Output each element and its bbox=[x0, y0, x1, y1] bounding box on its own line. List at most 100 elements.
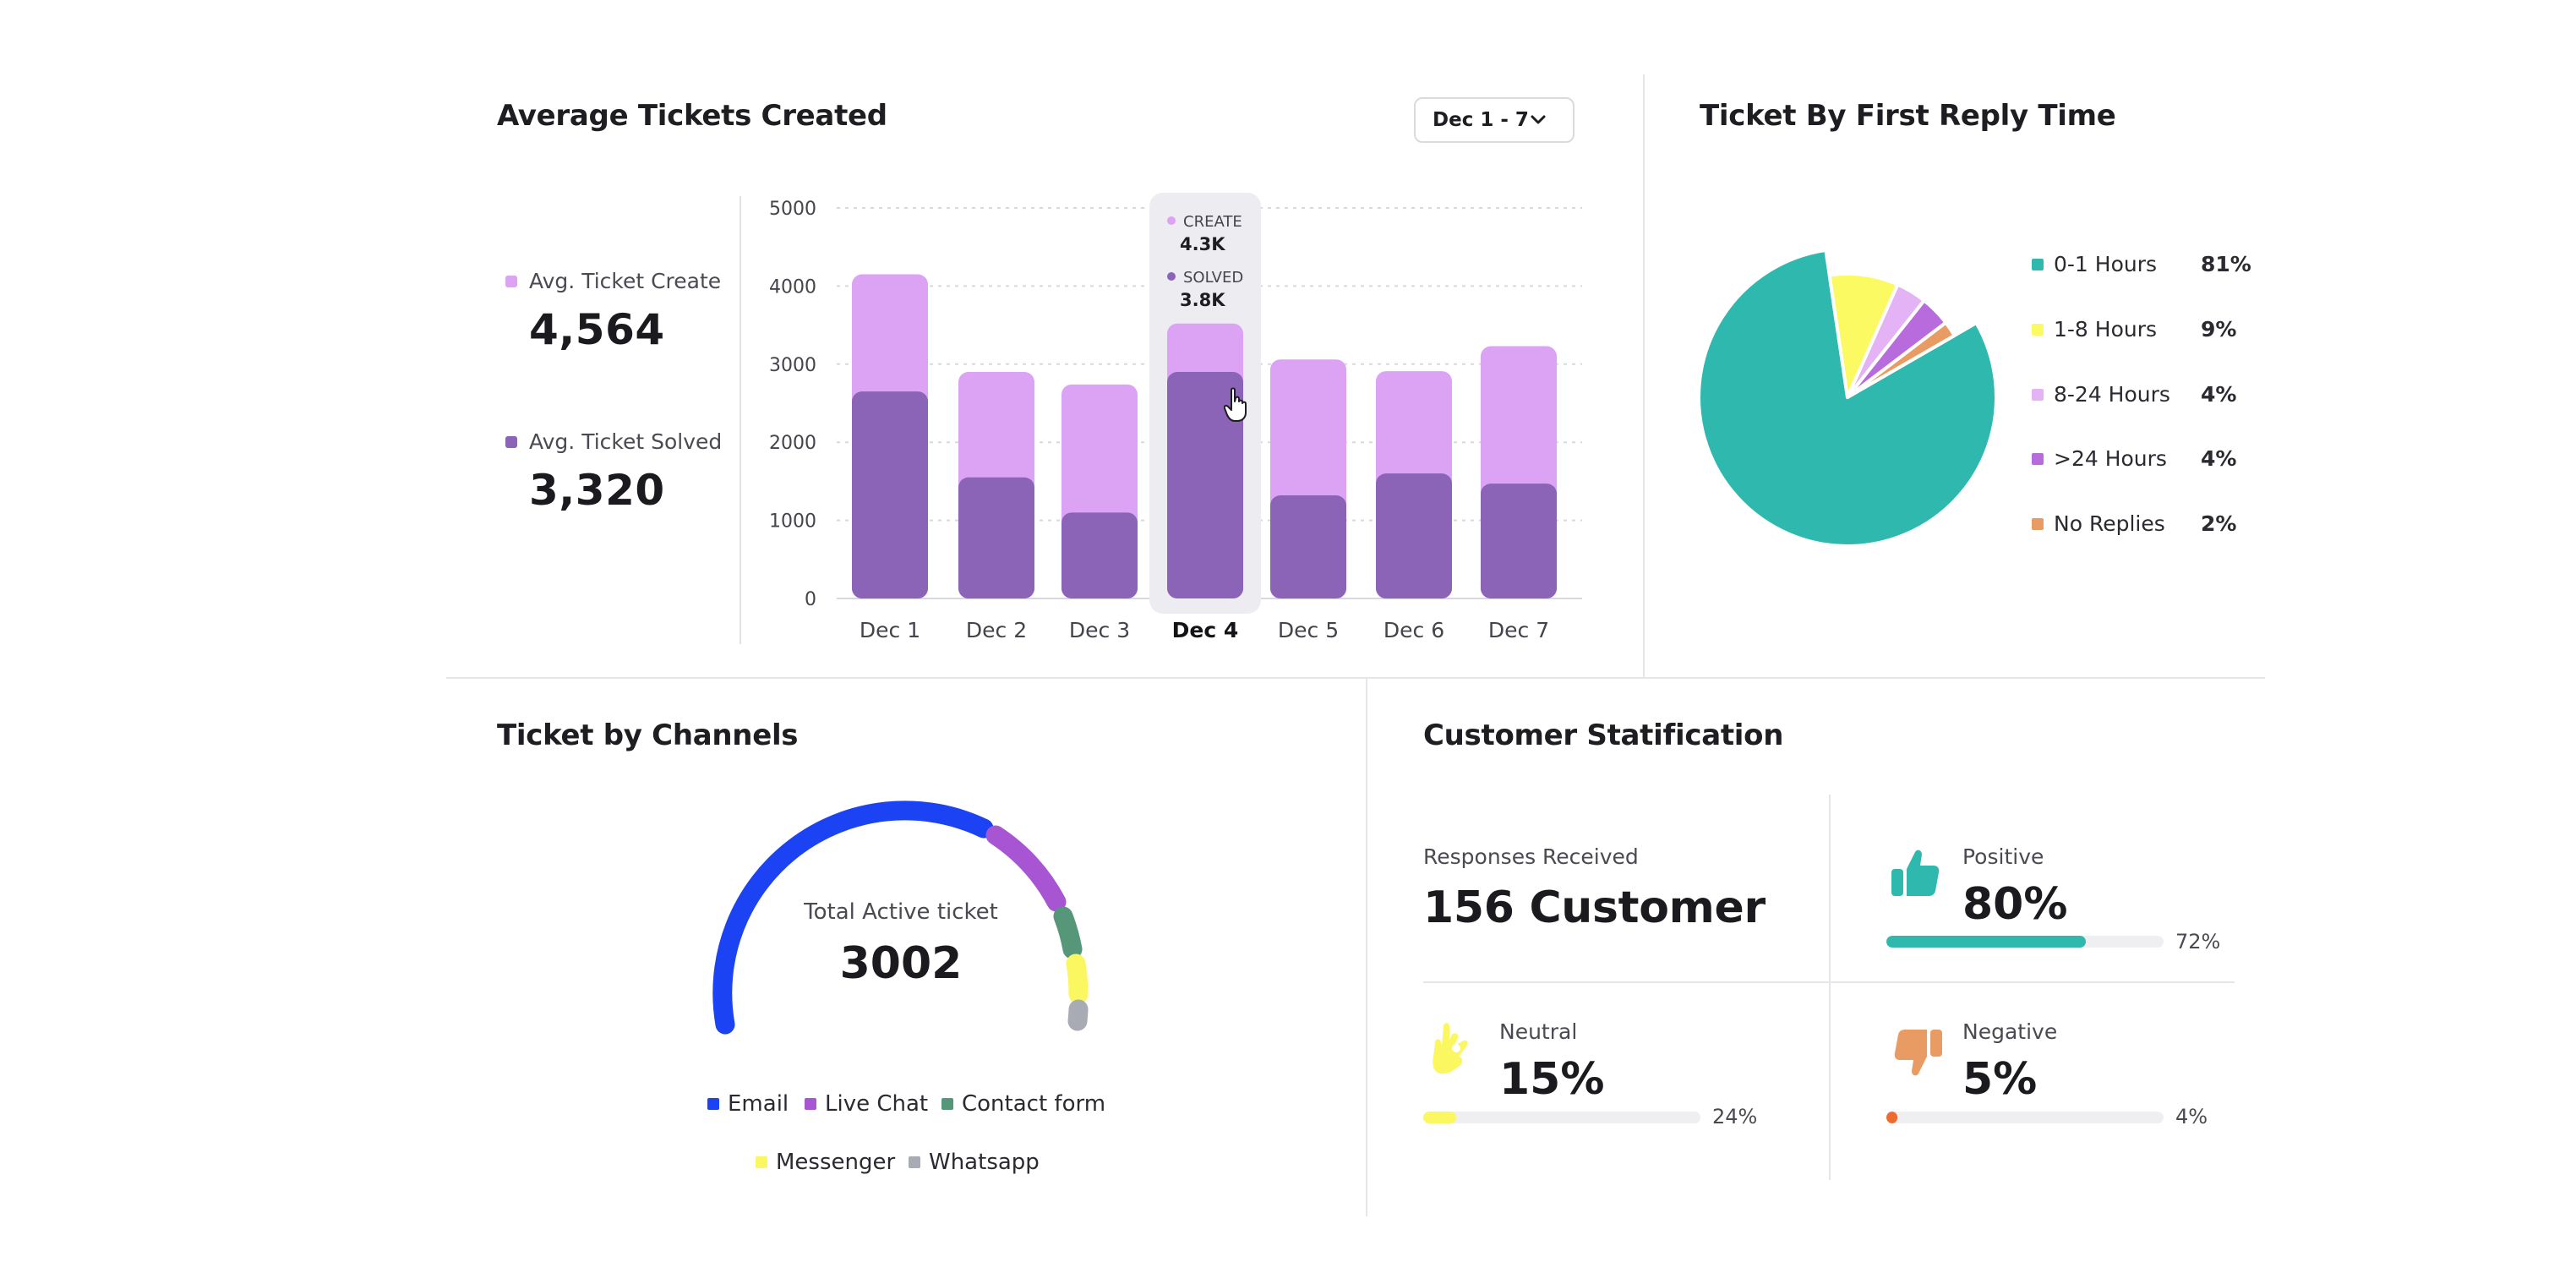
messenger-swatch bbox=[756, 1156, 767, 1168]
bar-create[interactable] bbox=[1062, 384, 1138, 598]
thumbs-up-icon bbox=[1891, 850, 1940, 896]
ok-hand-icon bbox=[1433, 1023, 1468, 1074]
pie-slice[interactable] bbox=[1827, 271, 1900, 399]
gauge-caption: Total Active ticket bbox=[804, 899, 998, 925]
legend-email: Email bbox=[707, 1091, 789, 1117]
bar-solved[interactable] bbox=[1270, 495, 1346, 598]
live-chat-swatch bbox=[805, 1098, 816, 1110]
avg-create-summary: Avg. Ticket Create 4,564 bbox=[505, 269, 721, 354]
y-tick-label: 5000 bbox=[769, 199, 816, 220]
negative-progress-fill bbox=[1886, 1112, 1898, 1123]
avg-solved-summary: Avg. Ticket Solved 3,320 bbox=[505, 429, 722, 515]
positive-bar-note: 72% bbox=[2175, 930, 2221, 953]
legend-percent: 2% bbox=[2201, 511, 2237, 536]
negative-progress-bar bbox=[1886, 1112, 2164, 1123]
thumbs-down-icon bbox=[1894, 1030, 1942, 1076]
neutral-value: 15% bbox=[1499, 1054, 1605, 1105]
y-tick-label: 1000 bbox=[769, 511, 816, 533]
legend-messenger-label: Messenger bbox=[776, 1150, 896, 1175]
date-range-label: Dec 1 - 7 bbox=[1433, 109, 1529, 131]
neutral-bar-note: 24% bbox=[1712, 1105, 1758, 1128]
pointer-cursor-icon bbox=[1224, 387, 1247, 422]
x-tick-label: Dec 3 bbox=[1069, 618, 1130, 642]
bar-solved[interactable] bbox=[1376, 473, 1452, 598]
legend-percent: 4% bbox=[2201, 382, 2237, 407]
legend-swatch bbox=[2032, 452, 2044, 465]
legend-swatch bbox=[2032, 323, 2044, 336]
legend-swatch bbox=[2032, 258, 2044, 270]
gauge-segment-live-chat bbox=[985, 825, 1067, 912]
avg-tickets-title: Average Tickets Created bbox=[497, 99, 887, 133]
reply-time-legend-item: 0-1 Hours 81% bbox=[2032, 252, 2251, 276]
positive-value: 80% bbox=[1962, 879, 2068, 930]
x-tick-label: Dec 5 bbox=[1278, 618, 1339, 642]
y-tick-label: 0 bbox=[805, 589, 816, 610]
bar-create[interactable] bbox=[1167, 323, 1243, 598]
pie-slice[interactable] bbox=[1697, 248, 1998, 548]
tooltip-solved-label: SOLVED bbox=[1183, 269, 1243, 287]
legend-live-chat: Live Chat bbox=[805, 1091, 928, 1117]
bar-solved[interactable] bbox=[958, 477, 1034, 598]
positive-progress-bar bbox=[1886, 936, 2164, 948]
pie-slice[interactable] bbox=[1846, 298, 1948, 399]
legend-label: 0-1 Hours bbox=[2054, 252, 2158, 276]
avg-create-label: Avg. Ticket Create bbox=[529, 269, 722, 293]
responses-value: 156 Customer bbox=[1423, 882, 1766, 933]
legend-whatsapp: Whatsapp bbox=[909, 1150, 1040, 1175]
neutral-label: Neutral bbox=[1499, 1019, 1578, 1044]
tooltip-create-label: CREATE bbox=[1183, 213, 1242, 231]
pie-slice[interactable] bbox=[1846, 320, 1957, 399]
legend-percent: 4% bbox=[2201, 446, 2237, 471]
divider-satisfaction-horizontal bbox=[1423, 981, 2235, 983]
divider-horizontal-middle bbox=[446, 677, 2265, 679]
tooltip-solved-dot bbox=[1167, 272, 1176, 281]
divider-vertical-bottom bbox=[1366, 679, 1367, 1216]
email-swatch bbox=[707, 1098, 719, 1110]
channels-title: Ticket by Channels bbox=[497, 718, 799, 752]
legend-swatch bbox=[2032, 517, 2044, 530]
negative-label: Negative bbox=[1962, 1019, 2058, 1044]
legend-label: 1-8 Hours bbox=[2054, 317, 2158, 341]
bar-solved[interactable] bbox=[852, 391, 928, 598]
avg-create-value: 4,564 bbox=[529, 305, 665, 354]
pie-slice[interactable] bbox=[1846, 282, 1926, 399]
negative-bar-note: 4% bbox=[2175, 1105, 2208, 1128]
tooltip-solved-value: 3.8K bbox=[1180, 290, 1225, 310]
legend-label: >24 Hours bbox=[2054, 446, 2167, 471]
bar-solved[interactable] bbox=[1481, 484, 1557, 598]
bar-create[interactable] bbox=[1270, 359, 1346, 598]
y-tick-label: 2000 bbox=[769, 433, 816, 454]
reply-time-legend-item: No Replies 2% bbox=[2032, 511, 2236, 536]
legend-label: 8-24 Hours bbox=[2054, 382, 2170, 407]
bar-create[interactable] bbox=[852, 274, 928, 598]
chevron-down-icon bbox=[1531, 115, 1546, 124]
x-tick-label: Dec 4 bbox=[1172, 618, 1239, 642]
x-tick-label: Dec 2 bbox=[966, 618, 1027, 642]
bar-solved[interactable] bbox=[1062, 512, 1138, 598]
bar-create[interactable] bbox=[958, 372, 1034, 598]
date-range-dropdown[interactable]: Dec 1 - 7 bbox=[1414, 97, 1575, 143]
legend-messenger: Messenger bbox=[756, 1150, 895, 1175]
x-tick-label: Dec 7 bbox=[1488, 618, 1549, 642]
y-tick-label: 3000 bbox=[769, 355, 816, 376]
solved-swatch bbox=[505, 435, 517, 448]
legend-label: No Replies bbox=[2054, 511, 2165, 536]
reply-time-legend-item: 8-24 Hours 4% bbox=[2032, 382, 2236, 407]
bar-create[interactable] bbox=[1481, 346, 1557, 598]
legend-percent: 9% bbox=[2201, 317, 2237, 341]
satisfaction-title: Customer Statification bbox=[1423, 718, 1784, 752]
reply-time-legend-item: >24 Hours 4% bbox=[2032, 446, 2236, 471]
divider-vertical-top bbox=[1643, 74, 1645, 677]
legend-email-label: Email bbox=[728, 1091, 789, 1117]
reply-time-legend-item: 1-8 Hours 9% bbox=[2032, 317, 2236, 341]
whatsapp-swatch bbox=[909, 1156, 920, 1168]
x-tick-label: Dec 1 bbox=[860, 618, 920, 642]
legend-swatch bbox=[2032, 388, 2044, 401]
bar-create[interactable] bbox=[1376, 371, 1452, 598]
legend-percent: 81% bbox=[2201, 252, 2251, 276]
tooltip-create-dot bbox=[1167, 216, 1176, 225]
legend-whatsapp-label: Whatsapp bbox=[929, 1150, 1040, 1175]
gauge-segment-messenger bbox=[1066, 953, 1089, 1004]
